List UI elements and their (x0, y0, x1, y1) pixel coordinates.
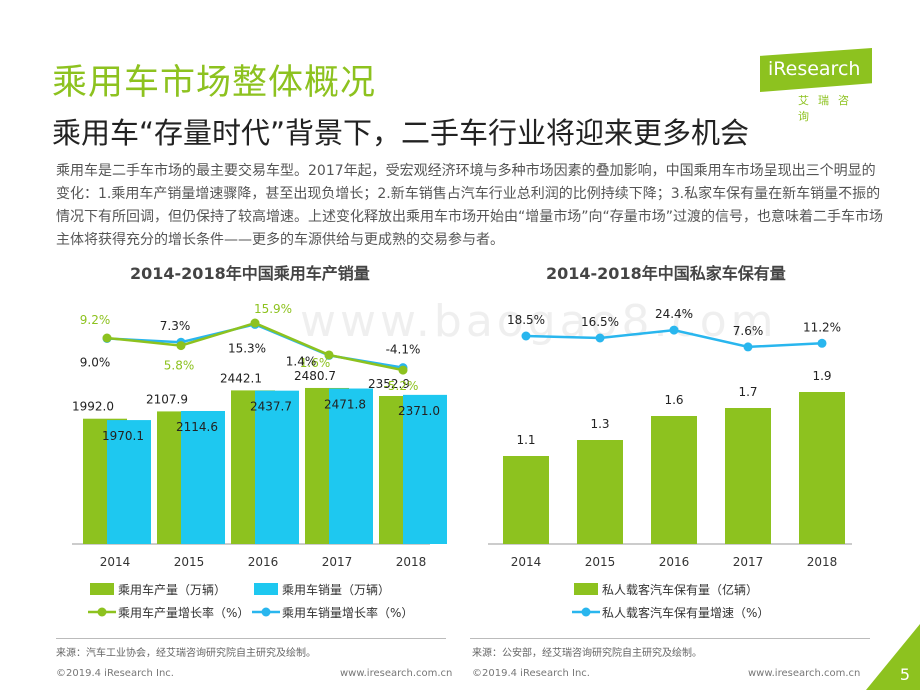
x-tick-label: 2018 (807, 555, 838, 569)
data-label-production: 2480.7 (294, 369, 336, 383)
legend-label-production: 乘用车产量（万辆） (118, 582, 226, 597)
data-label-production-growth: -5.2% (384, 379, 419, 393)
source-right: 来源：公安部，经艾瑞咨询研究院自主研究及绘制。 (472, 648, 702, 659)
bar-sales (107, 420, 151, 544)
x-tick-label: 2016 (248, 555, 279, 569)
bar-sales (403, 394, 447, 544)
bar-private-cars (577, 440, 623, 544)
logo-text: iResearch (768, 58, 861, 80)
data-label-production-growth: 1.6% (300, 356, 331, 370)
production-sales-chart: 1992.0 1970.1 2014 2107.9 2114.6 2015 2442.1 24… (72, 302, 447, 620)
point-production-growth (324, 350, 334, 360)
legend-marker-sales-growth (261, 607, 271, 617)
point-production-growth (398, 365, 408, 375)
data-label-sales-growth: 9.0% (80, 355, 111, 369)
point-production-growth (176, 341, 186, 351)
data-label-sales: 2114.6 (176, 420, 218, 434)
legend-swatch-production (90, 583, 114, 595)
data-label-private-cars: 1.3 (590, 417, 609, 431)
point-production-growth (250, 318, 260, 328)
footer-url-right: www.iresearch.com.cn (748, 668, 861, 679)
data-label-sales: 2437.7 (250, 400, 292, 414)
data-label-stock-growth: 16.5% (581, 315, 619, 329)
footer-url-left: www.iresearch.com.cn (340, 668, 453, 679)
page-number: 5 (899, 665, 910, 684)
data-label-sales-growth: 7.3% (160, 319, 191, 333)
footer-copyright-left: ©2019.4 iResearch Inc. (56, 668, 174, 679)
data-label-stock-growth: 18.5% (507, 313, 545, 327)
watermark: www.baogao8.com (300, 296, 778, 347)
data-label-production-growth: 5.8% (164, 359, 195, 373)
x-tick-label: 2014 (100, 555, 131, 569)
intro-paragraph: 乘用车是二手车市场的最主要交易车型。2017年起，受宏观经济环境与多种市场因素的… (56, 163, 884, 248)
x-tick-label: 2017 (322, 555, 353, 569)
x-tick-label: 2015 (174, 555, 205, 569)
bar-sales (181, 410, 225, 544)
bar-private-cars (725, 408, 771, 544)
data-label-stock-growth: 11.2% (803, 320, 841, 334)
point-stock-growth (817, 338, 827, 348)
iresearch-logo: iResearch 艾瑞咨询 (760, 48, 872, 123)
data-label-sales-growth: 15.3% (228, 341, 266, 355)
logo-banner (760, 48, 872, 92)
legend-label-sales-growth: 乘用车销量增长率（%） (282, 605, 413, 620)
data-label-sales: 2371.0 (398, 404, 440, 418)
point-stock-growth (743, 342, 753, 352)
source-left: 来源：汽车工业协会，经艾瑞咨询研究院自主研究及绘制。 (56, 648, 316, 659)
divider-left (56, 638, 446, 639)
bar-private-cars (799, 392, 845, 544)
logo-subtext: 艾瑞咨询 (798, 94, 858, 123)
point-stock-growth (669, 325, 679, 335)
x-tick-label: 2014 (511, 555, 542, 569)
legend-marker-stock-growth (581, 607, 591, 617)
legend-label-stock-growth: 私人载客汽车保有量增速（%） (602, 605, 769, 620)
data-label-stock-growth: 7.6% (733, 324, 764, 338)
legend-label-sales: 乘用车销量（万辆） (282, 582, 390, 597)
data-label-private-cars: 1.7 (738, 385, 757, 399)
legend-label-production-growth: 乘用车产量增长率（%） (118, 605, 249, 620)
data-label-sales-growth: -4.1% (386, 343, 421, 357)
page-subtitle: 乘用车“存量时代”背景下，二手车行业将迎来更多机会 (52, 116, 750, 150)
footer-copyright-right: ©2019.4 iResearch Inc. (472, 668, 590, 679)
x-tick-label: 2018 (396, 555, 427, 569)
data-label-stock-growth: 24.4% (655, 307, 693, 321)
divider-right (470, 638, 870, 639)
data-label-production: 2352.9 (368, 377, 410, 391)
data-label-production-growth: 9.2% (80, 313, 111, 327)
data-label-private-cars: 1.6 (664, 393, 683, 407)
legend-marker-production-growth (97, 607, 107, 617)
chart-title-right: 2014-2018年中国私家车保有量 (546, 264, 786, 283)
x-tick-label: 2016 (659, 555, 690, 569)
bar-private-cars (651, 416, 697, 544)
legend-swatch-sales (254, 583, 278, 595)
x-tick-label: 2017 (733, 555, 764, 569)
data-label-private-cars: 1.1 (516, 433, 535, 447)
private-car-chart: 1.1 2014 1.3 2015 1.6 2016 1.7 2017 1.9 2018 18.5%… (488, 307, 852, 620)
data-label-sales-growth: 1.4% (286, 354, 317, 368)
page-title: 乘用车市场整体概况 (52, 63, 377, 103)
data-label-sales: 2471.8 (324, 398, 366, 412)
page-number-badge: 5 (866, 624, 920, 690)
bar-sales (329, 388, 373, 544)
data-label-production: 2442.1 (220, 371, 262, 385)
bar-private-cars (503, 456, 549, 544)
point-stock-growth (521, 331, 531, 341)
data-label-private-cars: 1.9 (812, 369, 831, 383)
data-label-production: 1992.0 (72, 400, 114, 414)
point-stock-growth (595, 333, 605, 343)
legend-label-private-cars: 私人载客汽车保有量（亿辆） (602, 582, 758, 597)
x-tick-label: 2015 (585, 555, 616, 569)
legend-swatch-private-cars (574, 583, 598, 595)
point-production-growth (102, 333, 112, 343)
data-label-production: 2107.9 (146, 392, 188, 406)
bar-sales (255, 390, 299, 544)
data-label-production-growth: 15.9% (254, 302, 292, 316)
data-label-sales: 1970.1 (102, 429, 144, 443)
chart-title-left: 2014-2018年中国乘用车产销量 (130, 264, 370, 283)
